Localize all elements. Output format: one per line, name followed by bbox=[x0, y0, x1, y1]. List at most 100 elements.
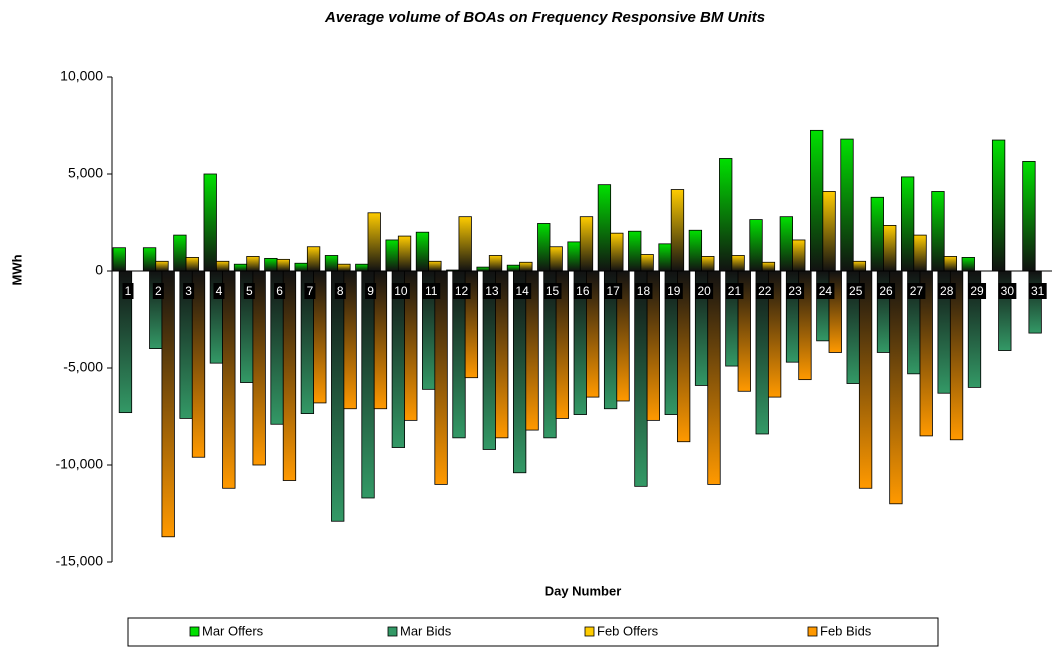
bar bbox=[991, 139, 1006, 272]
bar bbox=[337, 263, 351, 272]
legend-swatch bbox=[189, 626, 200, 637]
bar bbox=[567, 241, 581, 272]
bar bbox=[506, 264, 521, 272]
x-tick-label: 10 bbox=[394, 284, 408, 298]
bar bbox=[658, 243, 672, 272]
bar bbox=[512, 270, 527, 474]
bar bbox=[719, 158, 733, 272]
x-tick-label: 27 bbox=[910, 284, 924, 298]
bar bbox=[355, 263, 369, 272]
y-tick-label: 5,000 bbox=[68, 165, 103, 181]
y-tick-label: -5,000 bbox=[63, 359, 103, 375]
bar bbox=[537, 223, 551, 272]
bar bbox=[361, 270, 375, 499]
bar bbox=[670, 189, 685, 272]
bar bbox=[579, 216, 594, 272]
bar bbox=[597, 184, 612, 272]
x-tick-label-bg bbox=[422, 283, 441, 299]
x-tick-label-bg bbox=[998, 283, 1017, 299]
bar bbox=[549, 246, 563, 272]
bar bbox=[852, 260, 867, 272]
x-tick-label-bg bbox=[183, 283, 195, 299]
y-tick-label: 10,000 bbox=[60, 68, 103, 84]
bar bbox=[858, 270, 873, 489]
x-tick-label-bg bbox=[304, 283, 316, 299]
x-tick-label: 3 bbox=[185, 284, 192, 298]
x-tick-label: 29 bbox=[970, 284, 984, 298]
bar bbox=[252, 270, 266, 466]
x-tick-label: 8 bbox=[337, 284, 344, 298]
x-tick-label: 6 bbox=[276, 284, 283, 298]
legend-swatch bbox=[584, 626, 595, 637]
bar bbox=[476, 266, 490, 272]
y-axis-title: MWh bbox=[9, 254, 24, 285]
x-tick-label: 20 bbox=[697, 284, 711, 298]
bar bbox=[870, 196, 884, 272]
x-tick-label-bg bbox=[452, 283, 471, 299]
x-tick-label: 18 bbox=[637, 284, 651, 298]
bar bbox=[215, 260, 230, 272]
x-tick-label-bg bbox=[274, 283, 286, 299]
bar bbox=[810, 129, 824, 272]
legend-label: Feb Offers bbox=[597, 623, 659, 638]
bar bbox=[731, 255, 745, 272]
x-tick-label: 19 bbox=[667, 284, 681, 298]
x-tick-label: 12 bbox=[455, 284, 469, 298]
bar bbox=[161, 270, 175, 538]
bar bbox=[792, 239, 806, 272]
bar bbox=[367, 212, 381, 272]
bar bbox=[324, 255, 339, 272]
bar bbox=[779, 216, 793, 272]
bar bbox=[173, 234, 187, 272]
x-tick-label-bg bbox=[846, 283, 865, 299]
x-tick-label-bg bbox=[365, 283, 377, 299]
x-tick-label-bg bbox=[968, 283, 987, 299]
x-tick-label: 25 bbox=[849, 284, 863, 298]
bar bbox=[628, 230, 642, 272]
x-tick-label-bg bbox=[391, 283, 410, 299]
bar bbox=[900, 176, 915, 272]
x-tick-label-bg bbox=[695, 283, 714, 299]
bar bbox=[385, 239, 399, 272]
bar bbox=[998, 270, 1012, 351]
x-tick-label-bg bbox=[213, 283, 225, 299]
bar bbox=[889, 270, 903, 505]
y-tick-label: 0 bbox=[95, 262, 103, 278]
x-tick-label-bg bbox=[482, 283, 501, 299]
x-tick-label: 4 bbox=[216, 284, 223, 298]
bar bbox=[701, 256, 715, 272]
bar bbox=[155, 260, 169, 272]
x-tick-label: 11 bbox=[425, 284, 438, 298]
bar bbox=[640, 254, 654, 272]
x-tick-label: 26 bbox=[879, 284, 893, 298]
bar bbox=[264, 257, 278, 272]
x-tick-label-bg bbox=[334, 283, 346, 299]
legend-label: Feb Bids bbox=[820, 623, 872, 638]
bar bbox=[961, 257, 975, 272]
x-tick-label-bg bbox=[664, 283, 683, 299]
x-tick-label-bg bbox=[513, 283, 532, 299]
legend-swatch bbox=[807, 626, 818, 637]
bar bbox=[634, 270, 648, 487]
bar bbox=[149, 270, 163, 349]
bar bbox=[428, 260, 442, 272]
bar bbox=[840, 138, 854, 272]
x-tick-label-bg bbox=[604, 283, 623, 299]
bar bbox=[816, 270, 830, 342]
x-tick-label-bg bbox=[725, 283, 744, 299]
bar bbox=[282, 270, 297, 481]
bar bbox=[233, 263, 248, 272]
legend-label: Mar Bids bbox=[400, 623, 452, 638]
x-tick-label: 13 bbox=[485, 284, 499, 298]
bar bbox=[142, 247, 157, 272]
x-tick-label-bg bbox=[543, 283, 562, 299]
x-tick-label: 24 bbox=[819, 284, 833, 298]
bar bbox=[112, 247, 126, 272]
x-tick-label-bg bbox=[573, 283, 592, 299]
bar bbox=[222, 270, 236, 489]
legend-label: Mar Offers bbox=[202, 623, 264, 638]
x-tick-label: 15 bbox=[546, 284, 560, 298]
x-tick-label: 17 bbox=[606, 284, 620, 298]
x-tick-label: 14 bbox=[516, 284, 530, 298]
